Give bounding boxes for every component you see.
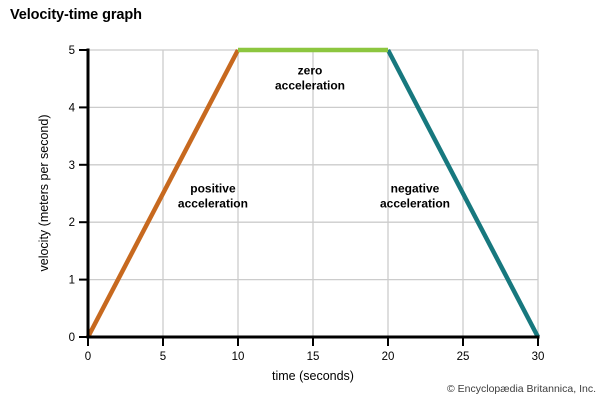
x-tick-label: 0: [85, 351, 91, 363]
series-label-negative-acceleration: negative: [391, 182, 440, 196]
series-label-negative-acceleration: acceleration: [380, 197, 450, 211]
series-label-positive-acceleration: acceleration: [178, 197, 248, 211]
series-label-positive-acceleration: positive: [190, 182, 236, 196]
series-line-negative-acceleration: [386, 48, 540, 339]
x-axis-label: time (seconds): [272, 369, 354, 383]
y-tick-label: 0: [69, 332, 75, 344]
series-line-positive-acceleration: [86, 48, 240, 339]
x-tick-label: 5: [160, 351, 166, 363]
y-tick-label: 4: [69, 102, 76, 114]
x-tick-label: 25: [457, 351, 470, 363]
x-tick-label: 20: [382, 351, 395, 363]
series-label-zero-acceleration: acceleration: [275, 78, 345, 92]
data-series: [86, 47, 540, 339]
copyright-notice: © Encyclopædia Britannica, Inc.: [447, 383, 596, 395]
y-tick-label: 3: [69, 160, 75, 172]
x-tick-label: 30: [532, 351, 545, 363]
y-tick-label: 2: [69, 217, 75, 229]
y-axis-label: velocity (meters per second): [37, 114, 51, 271]
tick-labels: 0 1 2 3 4 5 0 5 10 15 20 25 30: [69, 45, 545, 363]
y-tick-label: 1: [69, 275, 75, 287]
gridlines: [88, 49, 539, 337]
series-annotations: positiveaccelerationzeroaccelerationnega…: [178, 63, 450, 210]
series-label-zero-acceleration: zero: [298, 63, 323, 77]
axes: [79, 48, 540, 346]
x-tick-label: 15: [307, 351, 320, 363]
figure-title: Velocity-time graph: [10, 7, 142, 23]
y-tick-label: 5: [69, 45, 75, 57]
x-tick-label: 10: [232, 351, 245, 363]
